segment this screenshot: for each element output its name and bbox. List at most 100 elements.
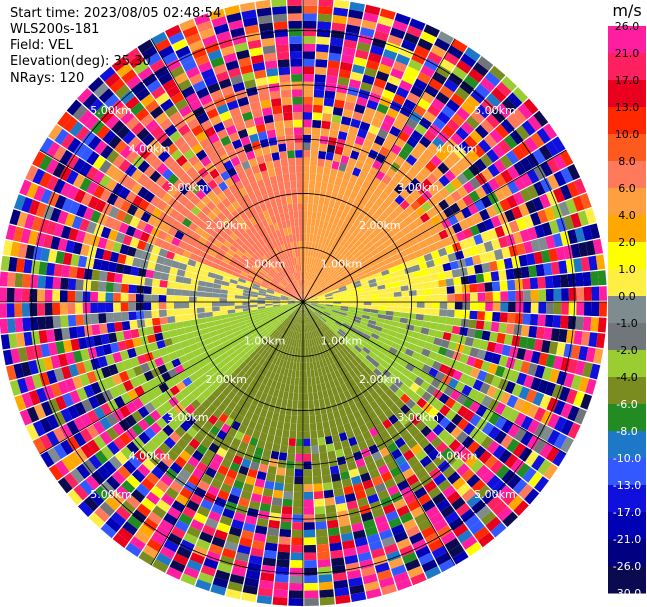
ray-gate: [265, 361, 272, 370]
ray-gate: [518, 203, 530, 217]
ray-gate: [236, 216, 245, 226]
ray-gate: [299, 362, 303, 371]
ray-gate: [172, 553, 189, 566]
ray-gate: [393, 378, 404, 389]
ray-gate: [501, 469, 516, 485]
ray-gate: [327, 450, 337, 460]
ray-gate: [306, 370, 311, 378]
ray-gate: [429, 512, 444, 526]
ray-gate: [446, 118, 460, 132]
ray-gate: [352, 228, 361, 237]
ray-gate: [138, 393, 151, 406]
ray-gate: [532, 148, 546, 165]
ray-gate: [80, 413, 93, 428]
ray-gate: [378, 576, 395, 588]
ray-gate: [124, 255, 134, 266]
ray-gate: [545, 235, 556, 249]
ray-gate: [273, 435, 282, 445]
ray-gate: [278, 262, 284, 271]
ray-gate: [481, 422, 495, 436]
ray-gate: [102, 389, 114, 403]
ray-gate: [320, 212, 327, 222]
ray-gate: [97, 302, 106, 313]
ray-gate: [469, 367, 481, 379]
ray-gate: [538, 302, 547, 314]
ray-gate: [167, 185, 179, 197]
ray-gate: [304, 597, 319, 606]
ray-gate: [286, 337, 292, 346]
ray-gate: [315, 267, 321, 275]
ray-gate: [233, 366, 242, 376]
ray-gate: [90, 210, 102, 224]
ray-gate: [361, 114, 374, 125]
ray-gate: [436, 65, 452, 79]
ray-gate: [235, 551, 250, 563]
ray-gate: [256, 179, 265, 189]
ray-gate: [474, 158, 487, 172]
ray-gate: [266, 311, 275, 316]
ray-gate: [401, 290, 410, 297]
ray-gate: [419, 455, 433, 468]
ray-gate: [414, 123, 428, 136]
ray-gate: [331, 290, 340, 295]
ray-gate: [540, 177, 553, 193]
ray-gate: [213, 121, 225, 133]
ray-gate: [235, 358, 244, 367]
ray-gate: [146, 472, 160, 486]
ray-gate: [448, 544, 465, 559]
ray-gate: [438, 229, 449, 240]
ray-gate: [175, 321, 185, 329]
colorbar-tick-label: 17.0: [615, 74, 640, 87]
ray-gate: [136, 285, 145, 294]
ray-gate: [378, 373, 388, 383]
ray-gate: [363, 67, 378, 78]
ray-gate: [322, 313, 330, 319]
ray-gate: [150, 157, 163, 170]
ray-gate: [422, 321, 431, 329]
ray-gate: [259, 186, 268, 196]
ray-gate: [288, 283, 295, 291]
ray-gate: [361, 19, 377, 31]
ray-gate: [166, 309, 175, 317]
ray-gate: [79, 373, 91, 387]
ray-gate: [124, 47, 141, 63]
ray-gate: [175, 45, 191, 59]
ray-gate: [169, 385, 181, 396]
ray-gate: [408, 426, 420, 438]
ray-gate: [52, 303, 61, 316]
ray-gate: [337, 510, 349, 520]
ray-gate: [219, 302, 228, 307]
ray-gate: [333, 99, 345, 109]
ray-gate: [364, 343, 374, 351]
ray-gate: [518, 483, 534, 500]
ray-gate: [479, 252, 489, 264]
ray-gate: [62, 339, 73, 353]
ray-gate: [59, 182, 73, 197]
ray-gate: [492, 311, 501, 322]
ray-gate: [293, 484, 303, 492]
ray-gate: [303, 461, 312, 470]
ray-gate: [486, 250, 497, 262]
colorbar-cell: [608, 458, 646, 486]
ray-gate: [303, 453, 312, 462]
ray-gate: [354, 135, 365, 146]
ray-gate: [344, 213, 353, 223]
ray-gate: [78, 109, 94, 126]
ray-gate: [362, 138, 374, 149]
ray-gate: [171, 335, 181, 345]
ray-gate: [384, 398, 395, 408]
ray-gate: [120, 392, 132, 405]
ray-gate: [416, 339, 426, 348]
ray-gate: [467, 203, 479, 216]
ray-gate: [50, 207, 62, 223]
ray-gate: [382, 323, 392, 330]
ray-gate: [567, 163, 581, 181]
azimuth-spoke: [302, 149, 567, 303]
ray-gate: [423, 281, 432, 289]
ray-gate: [241, 391, 250, 401]
ray-gate: [345, 429, 355, 440]
ray-gate: [105, 292, 114, 302]
ray-gate: [434, 371, 446, 382]
ray-gate: [290, 58, 303, 67]
ray-gate: [227, 581, 243, 592]
